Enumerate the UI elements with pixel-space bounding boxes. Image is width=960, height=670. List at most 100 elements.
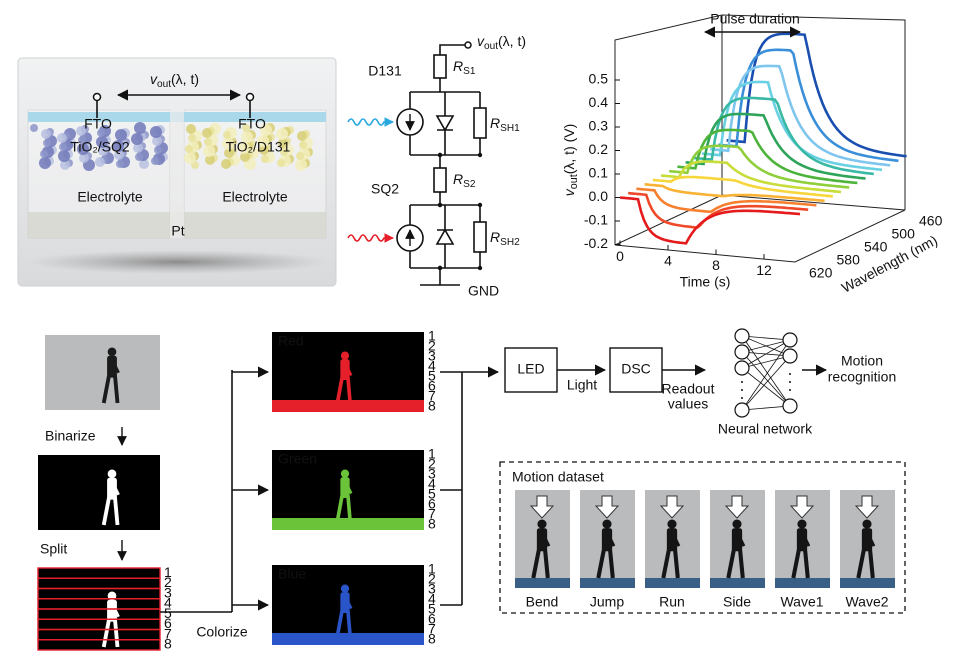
dsc-box (609, 347, 663, 393)
row-number: 7 (164, 625, 172, 641)
split-row (37, 639, 161, 651)
tio2-particle (240, 152, 250, 162)
junction (477, 152, 483, 158)
nn-edge (741, 339, 791, 369)
row-number: 4 (164, 595, 172, 611)
leg (542, 548, 550, 579)
tio2-particle (186, 124, 196, 134)
motion-arrow (659, 495, 685, 519)
light-label: Light (567, 377, 597, 393)
leg (101, 375, 111, 404)
tio2-particle (297, 131, 307, 141)
arm (343, 594, 353, 609)
row-number: 2 (164, 574, 172, 590)
tio2-particle (205, 155, 215, 165)
electrolyte-label: Electrolyte (77, 189, 143, 205)
row-number: 3 (164, 584, 172, 600)
row-number: 6 (428, 496, 436, 512)
row-number: 8 (164, 636, 172, 652)
tio2-particle (131, 133, 143, 145)
leg (737, 548, 745, 579)
person-silhouette (101, 347, 120, 404)
floor-band (272, 400, 424, 412)
row-number: 7 (428, 621, 436, 637)
readout-label: values (668, 396, 708, 412)
head (107, 347, 117, 357)
readout-label: Readout (662, 381, 715, 397)
nn-node (734, 328, 750, 344)
tio2-particle (261, 155, 269, 163)
tio2-particle (76, 126, 86, 136)
arm (735, 530, 746, 547)
leg (346, 377, 353, 405)
electrolyte-label: Electrolyte (222, 189, 288, 205)
led-box (504, 347, 558, 393)
nn-edge (741, 367, 791, 407)
light-wave (347, 233, 394, 243)
row-number: 7 (428, 506, 436, 522)
cell-vout: vout(λ, t) (150, 71, 199, 90)
recognition-label: Motion (841, 353, 883, 369)
circuit-wires (409, 44, 481, 286)
symbol-part: S1 (463, 66, 476, 77)
fto-label: FTO (238, 116, 266, 132)
leg (607, 548, 615, 579)
step-label: Binarize (45, 428, 96, 444)
row-number: 6 (164, 615, 172, 631)
person-silhouette (531, 519, 551, 579)
tio2-particle (96, 136, 108, 148)
nn-node (734, 360, 750, 376)
row-number: 4 (428, 476, 436, 492)
resistor-label: RSH2 (490, 229, 520, 248)
tio2-particle (257, 135, 269, 147)
person-silhouette (791, 519, 811, 579)
response-curve (636, 187, 817, 214)
arm (343, 479, 353, 494)
leg (113, 375, 120, 404)
tio2-particle (223, 131, 231, 139)
row-number: 6 (428, 378, 436, 394)
leg (661, 548, 671, 579)
row-number: 3 (428, 348, 436, 364)
tio2-particle (79, 153, 89, 163)
person-silhouette (335, 351, 353, 405)
y-tick-label: 0.3 (589, 118, 609, 134)
tio2-particle (221, 159, 231, 169)
tio2-particle (43, 139, 51, 147)
response-curve (652, 175, 833, 198)
row-number: 8 (428, 516, 436, 532)
motion-floor (515, 578, 570, 588)
arm (343, 361, 353, 376)
tio2-particle (296, 152, 304, 160)
nn-dot (789, 389, 791, 391)
nn-dot (741, 381, 743, 383)
symbol-part: R (453, 58, 463, 74)
row-number: 1 (428, 328, 436, 344)
separator (170, 110, 184, 238)
row-number: 3 (428, 581, 436, 597)
z-tick-label: 500 (892, 226, 916, 242)
row-number: 1 (428, 561, 436, 577)
y-tick-label: 0.0 (589, 188, 609, 204)
led-label: LED (517, 361, 544, 377)
tio2-particle (184, 152, 196, 164)
cell-shadow (28, 250, 328, 274)
tio2-particle (133, 143, 143, 153)
response-curve (644, 183, 825, 203)
tio2-particle (134, 122, 146, 134)
tio2-particle (41, 129, 51, 139)
z-tick-label: 620 (809, 265, 833, 281)
motion-floor (580, 578, 635, 588)
row-number: 8 (428, 398, 436, 414)
motion-floor (775, 578, 830, 588)
motion-arrow (594, 495, 620, 519)
x-axis-label: Time (s) (680, 274, 731, 290)
tio2-particle (276, 128, 288, 140)
fto-label: FTO (84, 116, 112, 132)
row-number: 5 (428, 486, 436, 502)
nn-edge (741, 335, 791, 407)
tio2-particle (30, 124, 38, 132)
nn-edge (741, 355, 791, 369)
head (862, 519, 872, 529)
motion-label: Bend (526, 594, 559, 610)
